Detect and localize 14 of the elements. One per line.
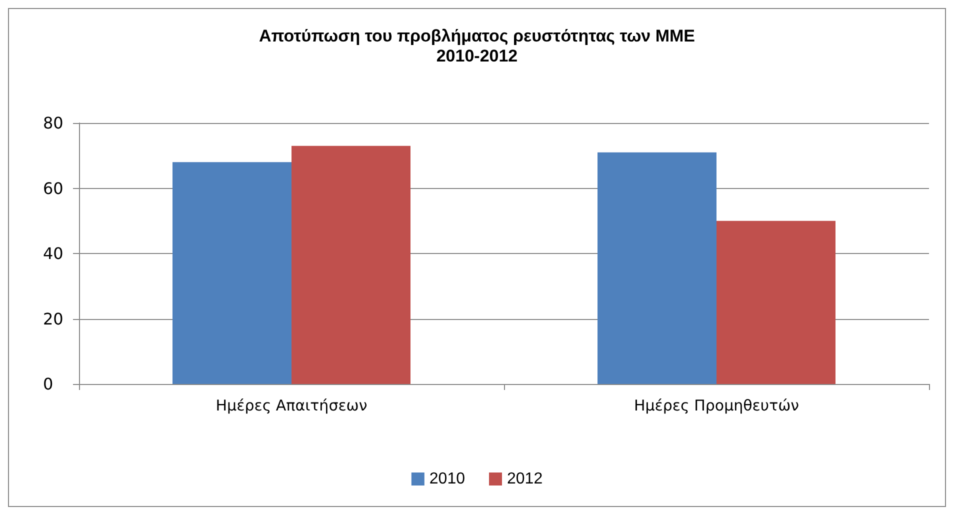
- bar: [292, 146, 410, 384]
- chart-title: Αποτύπωση του προβλήματος ρευστότητας των ΜΜΕ 2010-2012: [258, 26, 696, 66]
- y-tick-label: 80: [43, 114, 64, 132]
- y-tick-label: 60: [43, 178, 64, 198]
- bar: [716, 220, 836, 384]
- legend-label: 2010: [429, 470, 466, 488]
- x-tick-label: Ημέρες Προμηθευτών: [634, 396, 800, 414]
- y-tick-label: 0: [43, 374, 54, 394]
- y-tick-label: 20: [43, 309, 64, 328]
- x-tick-label: Ημέρες Απαιτήσεων: [216, 396, 368, 414]
- y-tick-label: 40: [43, 244, 64, 263]
- legend-label: 2012: [507, 470, 543, 488]
- bar: [598, 152, 716, 384]
- bar: [172, 162, 292, 384]
